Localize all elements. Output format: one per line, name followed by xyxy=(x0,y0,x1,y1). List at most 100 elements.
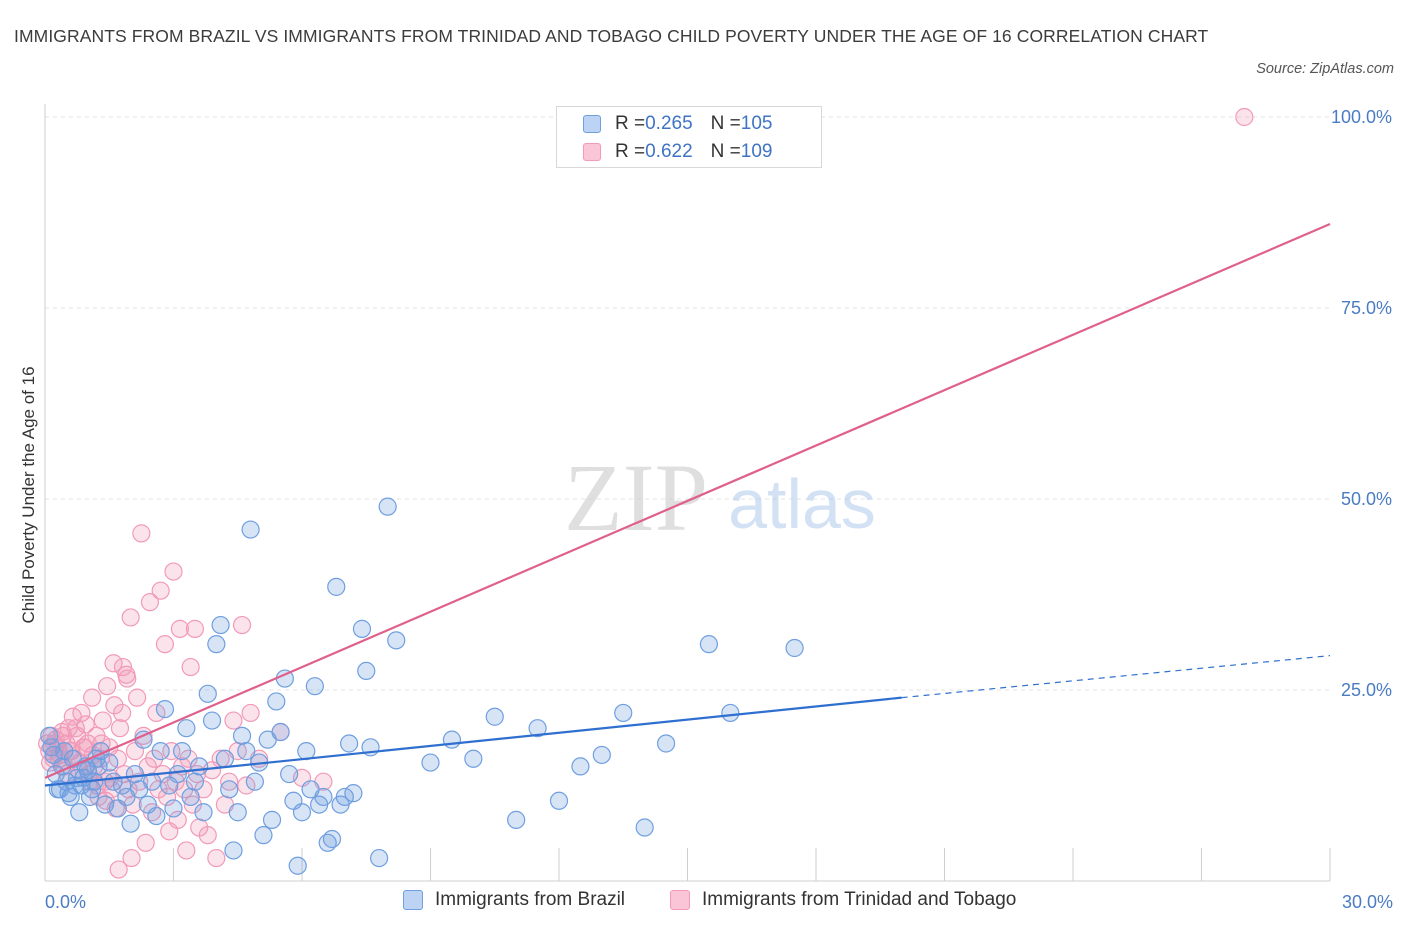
point-brazil xyxy=(232,726,252,745)
legend-n-value: 105 xyxy=(740,113,773,134)
point-trinidad xyxy=(177,841,196,860)
y-tick-label: 100.0% xyxy=(1331,107,1392,127)
point-brazil xyxy=(699,635,719,654)
point-trinidad xyxy=(198,826,217,845)
point-brazil xyxy=(155,699,175,719)
point-brazil xyxy=(181,787,200,807)
point-brazil xyxy=(147,806,166,826)
brazil-swatch xyxy=(403,890,423,910)
point-trinidad xyxy=(110,719,130,738)
point-brazil xyxy=(357,661,376,681)
point-brazil xyxy=(656,734,676,753)
point-brazil xyxy=(344,784,363,803)
legend-r-label: R = xyxy=(615,113,646,134)
point-trinidad xyxy=(151,581,170,600)
grid-lines xyxy=(45,116,1330,691)
trend-lines xyxy=(44,222,1331,787)
point-trinidad xyxy=(157,787,177,807)
point-trinidad xyxy=(220,772,239,791)
point-brazil xyxy=(185,772,205,791)
point-brazil xyxy=(464,749,483,768)
point-brazil xyxy=(271,722,290,742)
point-brazil xyxy=(172,742,192,761)
legend-n-label: N = xyxy=(710,141,741,162)
point-brazil xyxy=(614,703,633,723)
point-trinidad xyxy=(237,776,256,795)
y-axis-label: Child Poverty Under the Age of 16 xyxy=(19,366,38,623)
point-brazil xyxy=(571,757,590,776)
legend: R = 0.265 N = 105 R = 0.622 N = 109 xyxy=(556,106,822,168)
point-brazil xyxy=(549,791,569,810)
point-trinidad xyxy=(76,715,95,734)
point-brazil xyxy=(168,764,187,784)
x-tick-label: 0.0% xyxy=(45,892,86,912)
trend-line-trinidad xyxy=(44,222,1331,779)
point-brazil xyxy=(194,803,213,822)
point-brazil xyxy=(241,520,260,539)
point-trinidad xyxy=(118,669,137,688)
point-brazil xyxy=(262,810,282,829)
point-trinidad xyxy=(136,833,155,852)
point-trinidad xyxy=(140,593,160,612)
brazil-swatch xyxy=(583,115,601,133)
point-trinidad xyxy=(105,696,124,715)
trend-line-brazil xyxy=(44,696,902,787)
point-trinidad xyxy=(112,703,132,723)
point-trinidad xyxy=(132,524,151,543)
point-trinidad xyxy=(1235,107,1254,127)
point-trinidad xyxy=(108,749,127,768)
point-trinidad xyxy=(145,749,164,768)
series-brazil-points xyxy=(40,497,804,875)
point-trinidad xyxy=(162,742,181,761)
point-brazil xyxy=(215,749,234,768)
point-brazil xyxy=(100,753,119,772)
trinidad-swatch xyxy=(670,890,690,910)
point-trinidad xyxy=(168,810,187,829)
point-brazil xyxy=(305,677,324,696)
point-trinidad xyxy=(127,688,147,707)
point-brazil xyxy=(314,787,333,807)
point-trinidad xyxy=(109,860,128,879)
point-trinidad xyxy=(122,848,141,868)
watermark-atlas: atlas xyxy=(728,465,876,543)
point-brazil xyxy=(40,726,59,745)
point-trinidad xyxy=(66,719,85,738)
point-brazil xyxy=(202,711,222,730)
point-trinidad xyxy=(170,619,190,638)
point-brazil xyxy=(340,734,359,753)
point-trinidad xyxy=(123,795,142,814)
point-brazil xyxy=(80,787,100,807)
point-brazil xyxy=(442,730,462,749)
point-brazil xyxy=(507,810,526,829)
tick-labels: 25.0% 50.0% 75.0% 100.0% 0.0% 30.0% xyxy=(45,107,1393,912)
legend-n-label: N = xyxy=(710,113,741,134)
bottom-legend-label: Immigrants from Brazil xyxy=(435,889,626,910)
legend-r-label: R = xyxy=(615,141,646,162)
point-trinidad xyxy=(185,619,205,638)
point-brazil xyxy=(121,814,140,833)
point-brazil xyxy=(370,848,389,868)
y-tick-label: 25.0% xyxy=(1341,680,1392,700)
y-tick-label: 50.0% xyxy=(1341,489,1392,509)
point-brazil xyxy=(207,635,226,654)
axes xyxy=(44,104,1331,882)
legend-n-value: 109 xyxy=(740,141,773,162)
bottom-legend-label: Immigrants from Trinidad and Tobago xyxy=(702,889,1017,910)
point-trinidad xyxy=(207,848,226,868)
y-tick-label: 75.0% xyxy=(1341,298,1392,318)
point-brazil xyxy=(177,719,196,738)
point-brazil xyxy=(267,692,286,711)
point-brazil xyxy=(378,497,397,516)
trinidad-swatch xyxy=(583,143,601,161)
point-brazil xyxy=(335,787,354,807)
watermark-zip: ZIP xyxy=(564,444,708,551)
point-brazil xyxy=(198,684,217,703)
legend-row-trinidad: R = 0.622 N = 109 xyxy=(583,139,772,165)
point-trinidad xyxy=(224,711,243,730)
point-trinidad xyxy=(83,688,102,707)
point-brazil xyxy=(352,619,372,638)
point-trinidad xyxy=(181,657,200,677)
point-trinidad xyxy=(147,703,166,723)
point-trinidad xyxy=(113,657,133,677)
